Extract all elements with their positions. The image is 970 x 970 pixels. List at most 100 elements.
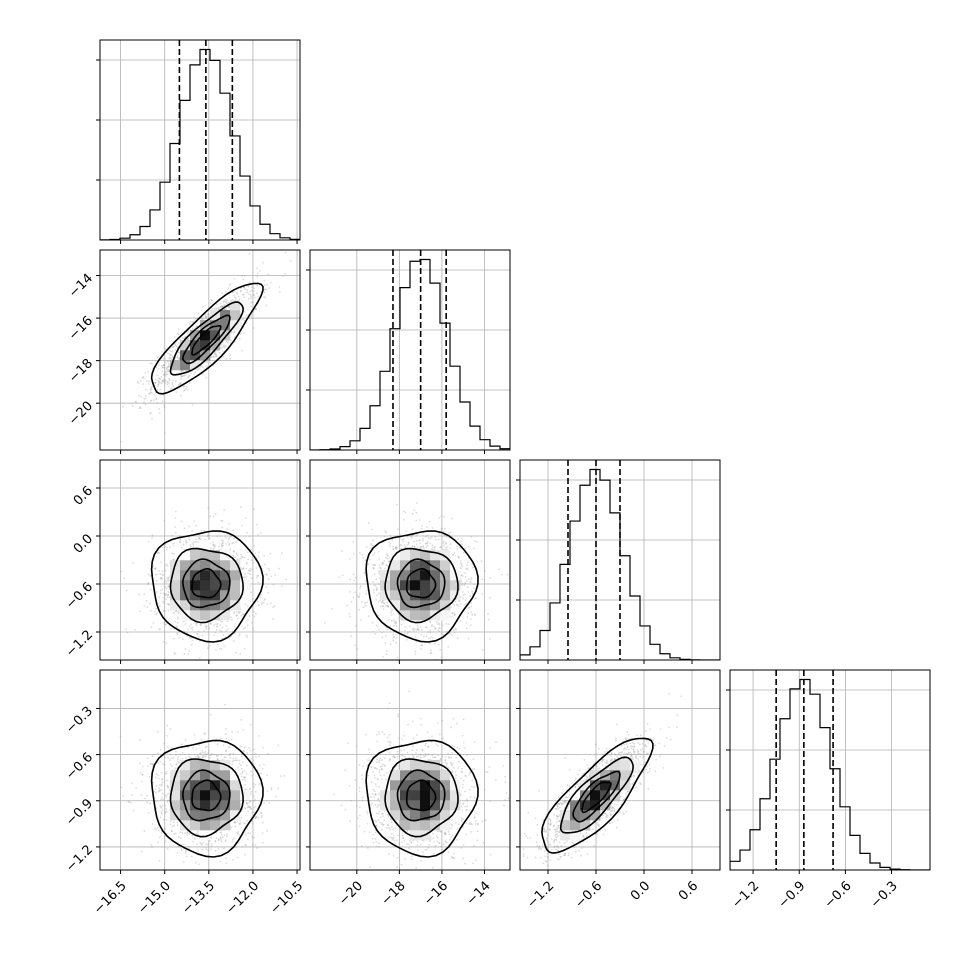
scatter-point bbox=[382, 563, 385, 565]
scatter-point bbox=[200, 529, 203, 532]
scatter-point bbox=[249, 749, 252, 752]
scatter-point bbox=[158, 569, 160, 572]
scatter-point bbox=[220, 648, 223, 650]
scatter-point bbox=[249, 723, 252, 726]
scatter-point bbox=[176, 621, 179, 624]
scatter-point bbox=[261, 603, 263, 606]
scatter-point bbox=[243, 556, 246, 559]
scatter-point bbox=[445, 542, 448, 545]
scatter-point bbox=[165, 371, 168, 374]
scatter-point bbox=[382, 602, 385, 605]
scatter-point bbox=[392, 548, 395, 551]
scatter-point bbox=[163, 364, 166, 367]
scatter-point bbox=[243, 776, 246, 779]
scatter-point bbox=[201, 317, 204, 320]
scatter-point bbox=[210, 298, 212, 301]
scatter-point bbox=[173, 336, 176, 339]
density-cell bbox=[390, 570, 401, 581]
scatter-point bbox=[183, 653, 186, 656]
scatter-point bbox=[163, 364, 166, 367]
scatter-point bbox=[411, 544, 414, 547]
scatter-point bbox=[464, 576, 467, 578]
scatter-point bbox=[364, 559, 366, 562]
scatter-point bbox=[216, 303, 218, 306]
scatter-point bbox=[160, 375, 163, 378]
scatter-point bbox=[186, 635, 188, 637]
scatter-point bbox=[246, 289, 249, 292]
scatter-point bbox=[174, 510, 177, 513]
density-cell bbox=[390, 600, 401, 611]
scatter-point bbox=[164, 585, 167, 588]
scatter-point bbox=[420, 628, 423, 631]
scatter-point bbox=[506, 573, 509, 576]
scatter-point bbox=[180, 378, 183, 380]
scatter-point bbox=[224, 840, 227, 843]
scatter-point bbox=[195, 624, 198, 627]
contour-level-3 bbox=[396, 558, 446, 609]
scatter-point bbox=[470, 601, 473, 604]
scatter-point bbox=[449, 632, 452, 635]
density-cell bbox=[390, 590, 401, 601]
scatter-point bbox=[179, 383, 182, 385]
scatter-point bbox=[419, 547, 421, 549]
scatter-point bbox=[188, 832, 191, 835]
scatter-point bbox=[178, 540, 181, 543]
scatter-point bbox=[160, 771, 163, 774]
scatter-point bbox=[183, 385, 186, 388]
scatter-point bbox=[438, 630, 441, 633]
density-cell bbox=[210, 600, 221, 611]
scatter-point bbox=[374, 584, 377, 587]
density-cell bbox=[420, 610, 431, 621]
scatter-point bbox=[158, 628, 161, 631]
scatter-point bbox=[263, 802, 266, 804]
scatter-point bbox=[431, 527, 434, 529]
scatter-point bbox=[458, 600, 461, 602]
scatter-point bbox=[190, 644, 193, 646]
scatter-point bbox=[221, 292, 223, 294]
scatter-point bbox=[230, 535, 233, 538]
scatter-point bbox=[264, 284, 266, 286]
scatter-point bbox=[354, 591, 357, 594]
scatter-point bbox=[245, 567, 248, 570]
scatter-point bbox=[392, 548, 395, 550]
density-cell bbox=[390, 560, 401, 571]
scatter-point bbox=[154, 381, 157, 384]
scatter-point bbox=[149, 575, 152, 577]
scatter-point bbox=[204, 314, 207, 317]
scatter-point bbox=[409, 630, 411, 633]
scatter-point bbox=[420, 525, 423, 528]
scatter-point bbox=[263, 279, 266, 282]
scatter-point bbox=[225, 301, 228, 304]
scatter-point bbox=[414, 653, 417, 656]
scatter-point bbox=[400, 623, 403, 626]
density-cell bbox=[400, 550, 411, 561]
panel-frame bbox=[519, 459, 721, 661]
scatter-point bbox=[414, 650, 417, 653]
scatter-point bbox=[167, 576, 170, 579]
scatter-point bbox=[381, 636, 384, 639]
density-cell bbox=[200, 590, 211, 601]
density-cell bbox=[430, 600, 441, 611]
scatter-point bbox=[164, 804, 167, 807]
density-cell bbox=[400, 570, 411, 581]
scatter-point bbox=[447, 623, 450, 625]
scatter-point bbox=[465, 568, 467, 570]
scatter-point bbox=[157, 752, 159, 755]
scatter-point bbox=[223, 304, 225, 307]
scatter-point bbox=[232, 640, 235, 642]
scatter-point bbox=[154, 381, 157, 384]
scatter-point bbox=[449, 615, 452, 618]
scatter-point bbox=[434, 538, 437, 541]
scatter-point bbox=[176, 354, 179, 357]
scatter-point bbox=[210, 622, 212, 624]
scatter-point bbox=[220, 546, 223, 548]
scatter-point bbox=[373, 564, 376, 566]
density-cell bbox=[180, 580, 191, 591]
scatter-point bbox=[238, 633, 241, 636]
scatter-point bbox=[217, 306, 220, 309]
scatter-point bbox=[210, 356, 213, 358]
scatter-point bbox=[156, 730, 159, 733]
scatter-point bbox=[157, 551, 159, 554]
scatter-point bbox=[249, 832, 252, 835]
scatter-point bbox=[155, 607, 158, 610]
